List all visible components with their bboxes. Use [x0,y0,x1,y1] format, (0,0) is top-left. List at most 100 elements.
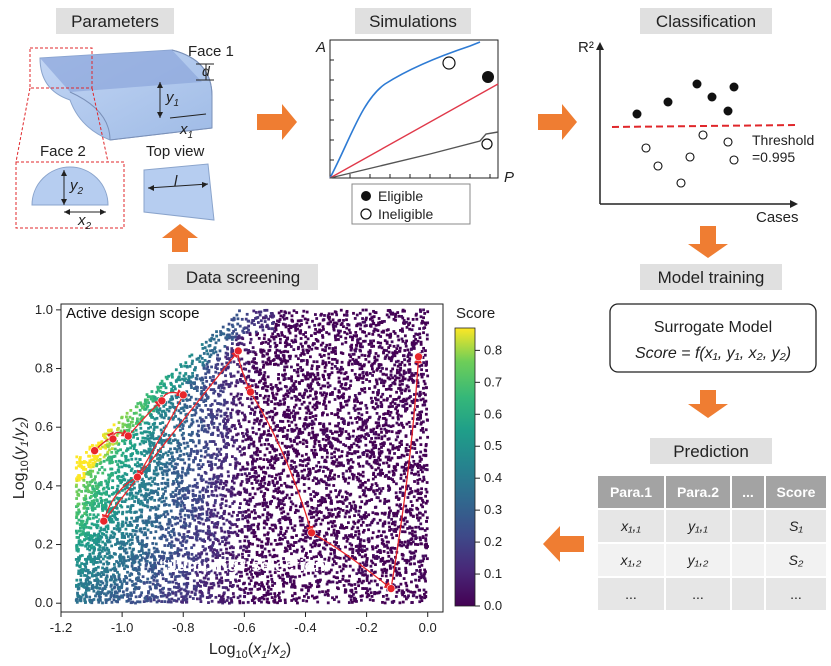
scatter-point [138,413,142,417]
scatter-point [197,404,201,407]
scatter-point [210,467,214,470]
scatter-point [359,323,363,327]
scatter-point [209,353,213,357]
scatter-point [219,431,223,435]
scatter-point [75,477,78,481]
scatter-point [194,408,197,412]
scatter-point [361,587,365,590]
scatter-point [140,463,144,466]
scatter-point [365,449,368,453]
scatter-point [398,487,402,491]
scatter-point [277,563,280,566]
scatter-point [272,483,276,487]
scatter-point [407,420,411,424]
scatter-point [410,526,414,530]
scatter-point [286,359,290,363]
scatter-point [300,545,304,549]
scatter-point [404,566,408,570]
scatter-point [106,570,110,574]
scatter-point [408,362,412,366]
scatter-point [350,346,354,350]
scatter-point [260,600,263,604]
scatter-point [184,488,188,492]
scatter-point [381,472,385,475]
scatter-point [402,372,406,375]
scatter-point [333,387,337,391]
scatter-point [308,401,312,405]
scatter-point [280,331,284,334]
scatter-point [411,591,415,594]
scatter-point [132,519,136,523]
scatter-point [138,600,142,604]
scatter-point [387,506,391,510]
scatter-point [197,520,201,524]
scatter-point [226,596,230,599]
scatter-point [413,530,417,534]
scatter-point [305,348,309,352]
scatter-point [387,455,391,459]
scatter-point [253,478,257,481]
scatter-point [336,333,340,337]
scatter-point [295,442,299,446]
scatter-point [315,482,318,486]
table-header-text: Para.1 [610,484,652,500]
scatter-point [282,580,286,584]
scatter-point [374,444,378,447]
scatter-point [266,532,270,536]
scatter-point [300,469,304,473]
scatter-point [242,343,246,347]
scatter-point [85,589,88,592]
scatter-point [243,535,247,539]
scatter-point [405,320,408,324]
scatter-point [247,544,251,548]
scatter-point [419,503,423,507]
scatter-point [216,362,220,366]
scatter-point [370,367,374,371]
scatter-point [245,330,249,334]
scatter-point [255,419,259,423]
scatter-point [291,465,295,469]
scatter-point [122,558,126,562]
scatter-point [80,490,84,493]
scatter-point [343,515,347,519]
scatter-point [150,505,153,509]
scatter-point [281,435,285,439]
scatter-point [128,543,132,547]
scatter-point [137,576,140,580]
scatter-point [332,598,336,601]
scatter-point [322,562,325,566]
scatter-point [401,493,405,497]
scatter-point [402,319,406,322]
scatter-point [113,512,117,516]
scatter-point [201,507,205,511]
scatter-point [369,454,373,458]
scatter-point [270,465,274,469]
scatter-point [406,509,410,513]
scatter-point [211,550,215,554]
scatter-point [241,552,244,556]
scatter-point [283,598,287,602]
scatter-point [278,490,281,494]
scatter-point [385,461,389,465]
scatter-point [153,520,156,524]
scatter-point [227,488,231,492]
scatter-point [238,462,242,466]
scatter-point [398,346,402,350]
scatter-point [324,407,328,411]
scatter-point [91,478,95,482]
scatter-point [129,507,132,511]
scatter-point [101,540,105,544]
scatter-point [197,439,201,443]
scatter-point [387,516,391,519]
scatter-point [413,342,417,346]
scatter-point [347,363,351,367]
scatter-point [164,528,168,531]
scatter-point [206,430,210,434]
scatter-point [214,341,218,345]
scatter-point [210,585,214,589]
scatter-point [410,446,414,450]
scatter-point [402,591,406,594]
scatter-point [393,452,396,455]
scatter-point [410,399,414,403]
scatter-point [105,490,108,494]
